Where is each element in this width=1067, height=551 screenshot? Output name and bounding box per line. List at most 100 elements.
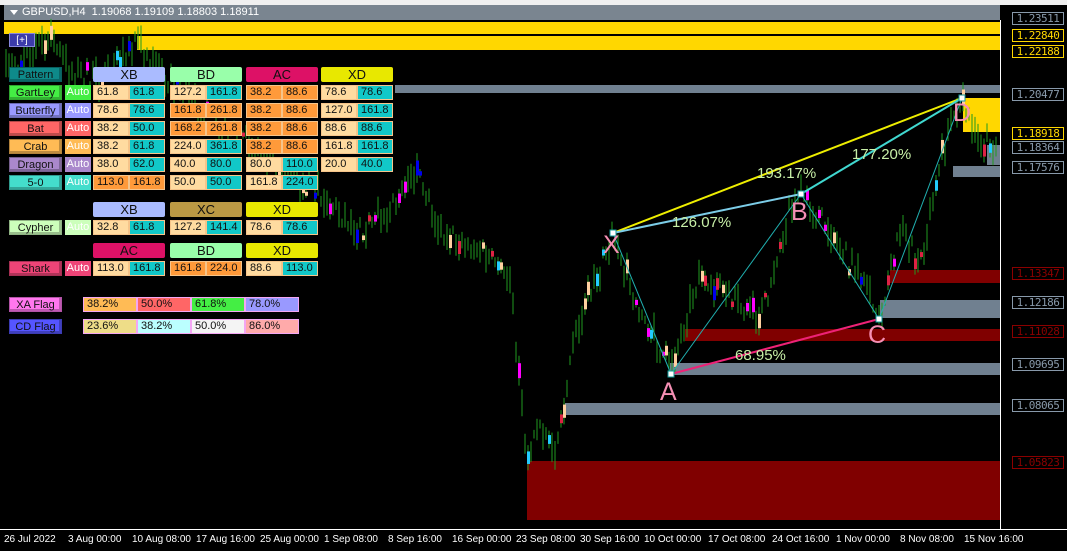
ratio-cell[interactable]: 38.2 bbox=[246, 139, 282, 154]
ratio-cell[interactable]: 113.0 bbox=[282, 261, 318, 276]
ratio-cell[interactable]: 161.8 bbox=[170, 261, 206, 276]
time-label: 25 Aug 00:00 bbox=[260, 534, 319, 545]
candle-body bbox=[548, 435, 551, 444]
ratio-cell[interactable]: 161.8 bbox=[170, 103, 206, 118]
point-label-x: X bbox=[603, 231, 620, 259]
ratio-cell[interactable]: 38.0 bbox=[93, 157, 129, 172]
pattern-header-button[interactable]: Pattern bbox=[9, 67, 62, 82]
ratio-cell[interactable]: 88.6 bbox=[282, 121, 318, 136]
price-label: 1.23511 bbox=[1012, 12, 1064, 25]
price-label: 1.18364 bbox=[1012, 141, 1064, 154]
ratio-cell[interactable]: 38.2 bbox=[93, 139, 129, 154]
candle-body bbox=[806, 190, 809, 201]
ratio-cell[interactable]: 224.0 bbox=[170, 139, 206, 154]
flag-level-cell[interactable]: 78.0% bbox=[245, 297, 299, 312]
ratio-cell[interactable]: 78.6 bbox=[357, 85, 393, 100]
ratio-cell[interactable]: 62.0 bbox=[129, 157, 165, 172]
flag-level-cell[interactable]: 50.0% bbox=[191, 319, 245, 334]
ratio-cell[interactable]: 161.8 bbox=[206, 85, 242, 100]
auto-toggle[interactable]: Auto bbox=[65, 175, 91, 190]
pattern-button-shark[interactable]: Shark bbox=[9, 261, 62, 276]
ratio-cell[interactable]: 168.2 bbox=[170, 121, 206, 136]
ratio-cell[interactable]: 20.0 bbox=[321, 157, 357, 172]
ratio-cell[interactable]: 78.6 bbox=[129, 103, 165, 118]
flag-level-cell[interactable]: 86.0% bbox=[245, 319, 299, 334]
ratio-cell[interactable]: 161.8 bbox=[129, 175, 165, 190]
ratio-cell[interactable]: 40.0 bbox=[357, 157, 393, 172]
ratio-cell[interactable]: 141.4 bbox=[206, 220, 242, 235]
ratio-cell[interactable]: 161.8 bbox=[321, 139, 357, 154]
ratio-cell[interactable]: 78.6 bbox=[321, 85, 357, 100]
ratio-cell[interactable]: 127.0 bbox=[321, 103, 357, 118]
auto-toggle[interactable]: Auto bbox=[65, 85, 91, 100]
ratio-cell[interactable]: 161.8 bbox=[357, 139, 393, 154]
ratio-cell[interactable]: 161.8 bbox=[357, 103, 393, 118]
auto-toggle[interactable]: Auto bbox=[65, 220, 91, 235]
ratio-cell[interactable]: 361.8 bbox=[206, 139, 242, 154]
flag-button-cd-flag[interactable]: CD Flag bbox=[9, 319, 62, 334]
flag-button-xa-flag[interactable]: XA Flag bbox=[9, 297, 62, 312]
ratio-cell[interactable]: 40.0 bbox=[170, 157, 206, 172]
flag-level-cell[interactable]: 38.2% bbox=[83, 297, 137, 312]
ratio-cell[interactable]: 80.0 bbox=[206, 157, 242, 172]
ratio-cell[interactable]: 261.8 bbox=[206, 103, 242, 118]
ratio-cell[interactable]: 80.0 bbox=[246, 157, 282, 172]
flag-level-cell[interactable]: 61.8% bbox=[191, 297, 245, 312]
ratio-cell[interactable]: 88.6 bbox=[282, 85, 318, 100]
ratio-cell[interactable]: 38.2 bbox=[246, 103, 282, 118]
ratio-cell[interactable]: 88.6 bbox=[321, 121, 357, 136]
ratio-cell[interactable]: 161.8 bbox=[246, 175, 282, 190]
pattern-button-5-0[interactable]: 5-0 bbox=[9, 175, 62, 190]
ratio-cell[interactable]: 78.6 bbox=[93, 103, 129, 118]
ratio-cell[interactable]: 261.8 bbox=[206, 121, 242, 136]
auto-toggle[interactable]: Auto bbox=[65, 139, 91, 154]
ratio-cell[interactable]: 110.0 bbox=[282, 157, 318, 172]
ratio-cell[interactable]: 113.0 bbox=[93, 175, 129, 190]
ratio-cell[interactable]: 224.0 bbox=[206, 261, 242, 276]
ratio-cell[interactable]: 38.2 bbox=[93, 121, 129, 136]
ratio-cell[interactable]: 127.2 bbox=[170, 220, 206, 235]
pattern-button-dragon[interactable]: Dragon bbox=[9, 157, 62, 172]
flag-level-cell[interactable]: 38.2% bbox=[137, 319, 191, 334]
flag-level-cell[interactable]: 50.0% bbox=[137, 297, 191, 312]
candle-body bbox=[242, 132, 245, 137]
ratio-cell[interactable]: 50.0 bbox=[129, 121, 165, 136]
pattern-button-butterfly[interactable]: Butterfly bbox=[9, 103, 62, 118]
ratio-cell[interactable]: 78.6 bbox=[282, 220, 318, 235]
ratio-cell[interactable]: 50.0 bbox=[170, 175, 206, 190]
time-label: 10 Oct 00:00 bbox=[644, 534, 702, 545]
auto-toggle[interactable]: Auto bbox=[65, 157, 91, 172]
flag-level-cell[interactable]: 23.6% bbox=[83, 319, 137, 334]
ratio-cell[interactable]: 38.2 bbox=[246, 85, 282, 100]
ratio-cell[interactable]: 127.2 bbox=[170, 85, 206, 100]
price-label: 1.22840 bbox=[1012, 29, 1064, 42]
dropdown-triangle-icon[interactable] bbox=[10, 10, 18, 15]
ratio-cell[interactable]: 38.2 bbox=[246, 121, 282, 136]
ratio-cell[interactable]: 88.6 bbox=[246, 261, 282, 276]
pattern-button-bat[interactable]: Bat bbox=[9, 121, 62, 136]
ratio-cell[interactable]: 61.8 bbox=[93, 85, 129, 100]
price-label: 1.20477 bbox=[1012, 88, 1064, 101]
ratio-cell[interactable]: 61.8 bbox=[129, 220, 165, 235]
ratio-cell[interactable]: 61.8 bbox=[129, 139, 165, 154]
price-label: 1.18918 bbox=[1012, 127, 1064, 140]
auto-toggle[interactable]: Auto bbox=[65, 103, 91, 118]
ratio-cell[interactable]: 88.6 bbox=[282, 103, 318, 118]
expand-button[interactable]: [+] bbox=[9, 33, 35, 47]
ratio-cell[interactable]: 88.6 bbox=[282, 139, 318, 154]
auto-toggle[interactable]: Auto bbox=[65, 121, 91, 136]
ratio-cell[interactable]: 61.8 bbox=[129, 85, 165, 100]
ratio-cell[interactable]: 88.6 bbox=[357, 121, 393, 136]
supply-zone-yellow bbox=[4, 22, 1000, 34]
ratio-cell[interactable]: 32.8 bbox=[93, 220, 129, 235]
candle-body bbox=[368, 215, 371, 222]
ratio-cell[interactable]: 50.0 bbox=[206, 175, 242, 190]
pattern-button-cypher[interactable]: Cypher bbox=[9, 220, 62, 235]
pattern-button-crab[interactable]: Crab bbox=[9, 139, 62, 154]
ratio-cell[interactable]: 224.0 bbox=[282, 175, 318, 190]
auto-toggle[interactable]: Auto bbox=[65, 261, 91, 276]
ratio-cell[interactable]: 113.0 bbox=[93, 261, 129, 276]
ratio-cell[interactable]: 78.6 bbox=[246, 220, 282, 235]
pattern-button-gartley[interactable]: GartLey bbox=[9, 85, 62, 100]
ratio-cell[interactable]: 161.8 bbox=[129, 261, 165, 276]
